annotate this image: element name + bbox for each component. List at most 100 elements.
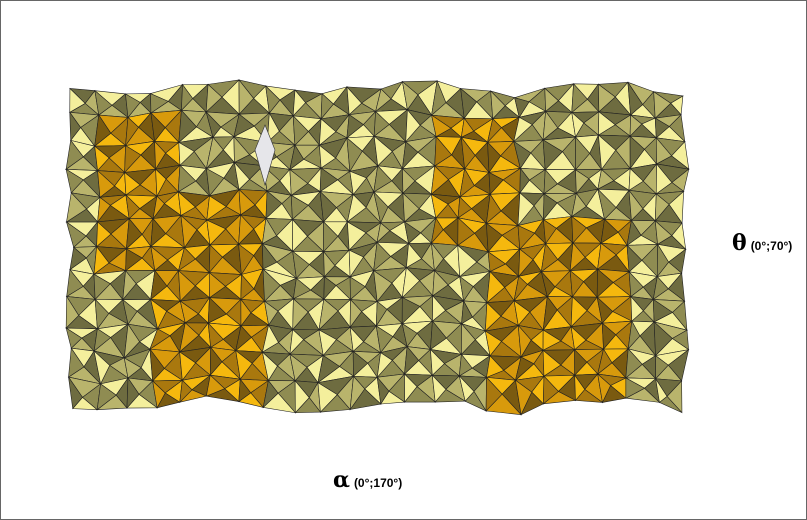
mesh-facet	[208, 271, 226, 299]
mesh-facet	[543, 219, 557, 245]
mesh-facet	[179, 300, 199, 324]
mesh-facet	[346, 193, 367, 223]
mesh-facet	[628, 189, 644, 222]
mesh-facet	[431, 374, 447, 403]
mesh-facet	[373, 135, 393, 167]
mesh-facet	[126, 377, 140, 409]
mesh-facet	[238, 378, 252, 403]
mesh-facet	[626, 219, 642, 246]
mesh-facet	[289, 168, 309, 196]
mesh-facet	[125, 217, 143, 250]
mesh-facet	[461, 299, 473, 325]
mesh-facet	[596, 268, 614, 298]
theta-symbol: θ	[732, 230, 747, 256]
mesh-facet	[261, 217, 277, 245]
theta-range: (0°;70°)	[751, 239, 793, 253]
mesh-facet	[457, 217, 476, 246]
mesh-facet	[598, 134, 617, 171]
mesh-facet	[150, 269, 168, 301]
mesh-facet	[94, 114, 112, 147]
mesh-facet	[205, 110, 222, 138]
mesh-facet	[323, 276, 337, 300]
mesh-facet	[655, 355, 669, 380]
mesh-facet	[349, 375, 366, 411]
mesh-facet	[601, 322, 617, 350]
mesh-facet	[181, 83, 194, 112]
mesh-facet	[261, 324, 279, 353]
mesh-facet	[569, 242, 586, 272]
mesh-facet	[318, 298, 339, 331]
mesh-facet	[65, 327, 83, 349]
mesh-facet	[179, 351, 196, 382]
mesh-facet	[373, 269, 393, 303]
mesh-facet	[654, 220, 673, 245]
mesh-facet	[266, 112, 280, 144]
mesh-facet	[233, 161, 250, 191]
mesh-facet	[459, 167, 475, 198]
mesh-facet	[375, 88, 392, 113]
mesh-facet	[177, 164, 197, 193]
mesh-facet	[628, 270, 644, 298]
mesh-facet	[69, 246, 87, 271]
mesh-facet	[66, 192, 87, 223]
mesh-facet	[654, 193, 670, 222]
mesh-facet	[262, 268, 281, 302]
mesh-facet	[375, 300, 388, 328]
mesh-facet	[149, 348, 165, 382]
mesh-facet	[484, 330, 502, 357]
mesh-facet	[543, 193, 558, 221]
mesh-facet	[575, 136, 591, 171]
alpha-range: (0°;170°)	[354, 476, 402, 490]
mesh-facet	[430, 242, 444, 272]
mesh-facet	[404, 373, 418, 403]
surface-mesh	[64, 79, 690, 416]
mesh-facet	[517, 225, 536, 250]
mesh-facet	[652, 298, 674, 323]
mesh-facet	[461, 322, 476, 356]
mesh-facet	[323, 250, 336, 278]
mesh-facet	[208, 244, 223, 274]
mesh-facet	[96, 383, 117, 411]
mesh-facet	[150, 217, 167, 248]
theta-label: θ (0°;70°)	[732, 230, 792, 256]
mesh-facet	[627, 320, 641, 350]
mesh-facet	[627, 82, 644, 116]
mesh-facet	[487, 141, 501, 174]
mesh-facet	[430, 217, 444, 245]
mesh-facet	[486, 222, 503, 253]
mesh-facet	[207, 322, 224, 348]
mesh-facet	[346, 137, 363, 173]
mesh-facet	[376, 222, 391, 244]
mesh-facet	[514, 356, 535, 382]
mesh-facet	[519, 167, 530, 194]
mesh-facet	[376, 352, 393, 379]
mesh-facet	[514, 97, 530, 119]
mesh-facet	[97, 196, 111, 223]
mesh-facet	[292, 115, 309, 146]
mesh-facet	[571, 83, 588, 114]
mesh-facet	[125, 116, 139, 147]
mesh-highlight	[254, 124, 276, 187]
mesh-facet	[349, 326, 365, 352]
mesh-facet	[150, 298, 167, 330]
mesh-facet	[68, 347, 85, 378]
mesh-facet	[431, 114, 452, 138]
mesh-facet	[320, 93, 334, 120]
mesh-facet	[233, 135, 251, 163]
mesh-facet	[292, 250, 310, 279]
mesh-facet	[240, 273, 255, 300]
mesh-facet	[487, 251, 507, 272]
mesh-facet	[434, 135, 453, 167]
mesh-facet	[233, 113, 255, 138]
mesh-facet	[319, 118, 337, 146]
mesh-facet	[289, 353, 308, 382]
mesh-facet	[177, 191, 196, 217]
mesh-facet	[205, 83, 223, 113]
mesh-facet	[460, 117, 475, 138]
mesh-facet	[238, 188, 256, 216]
mesh-facet	[292, 89, 306, 117]
mesh-facet	[349, 276, 366, 301]
mesh-facet	[179, 322, 200, 353]
mesh-facet	[574, 348, 588, 376]
mesh-facet	[629, 135, 645, 170]
